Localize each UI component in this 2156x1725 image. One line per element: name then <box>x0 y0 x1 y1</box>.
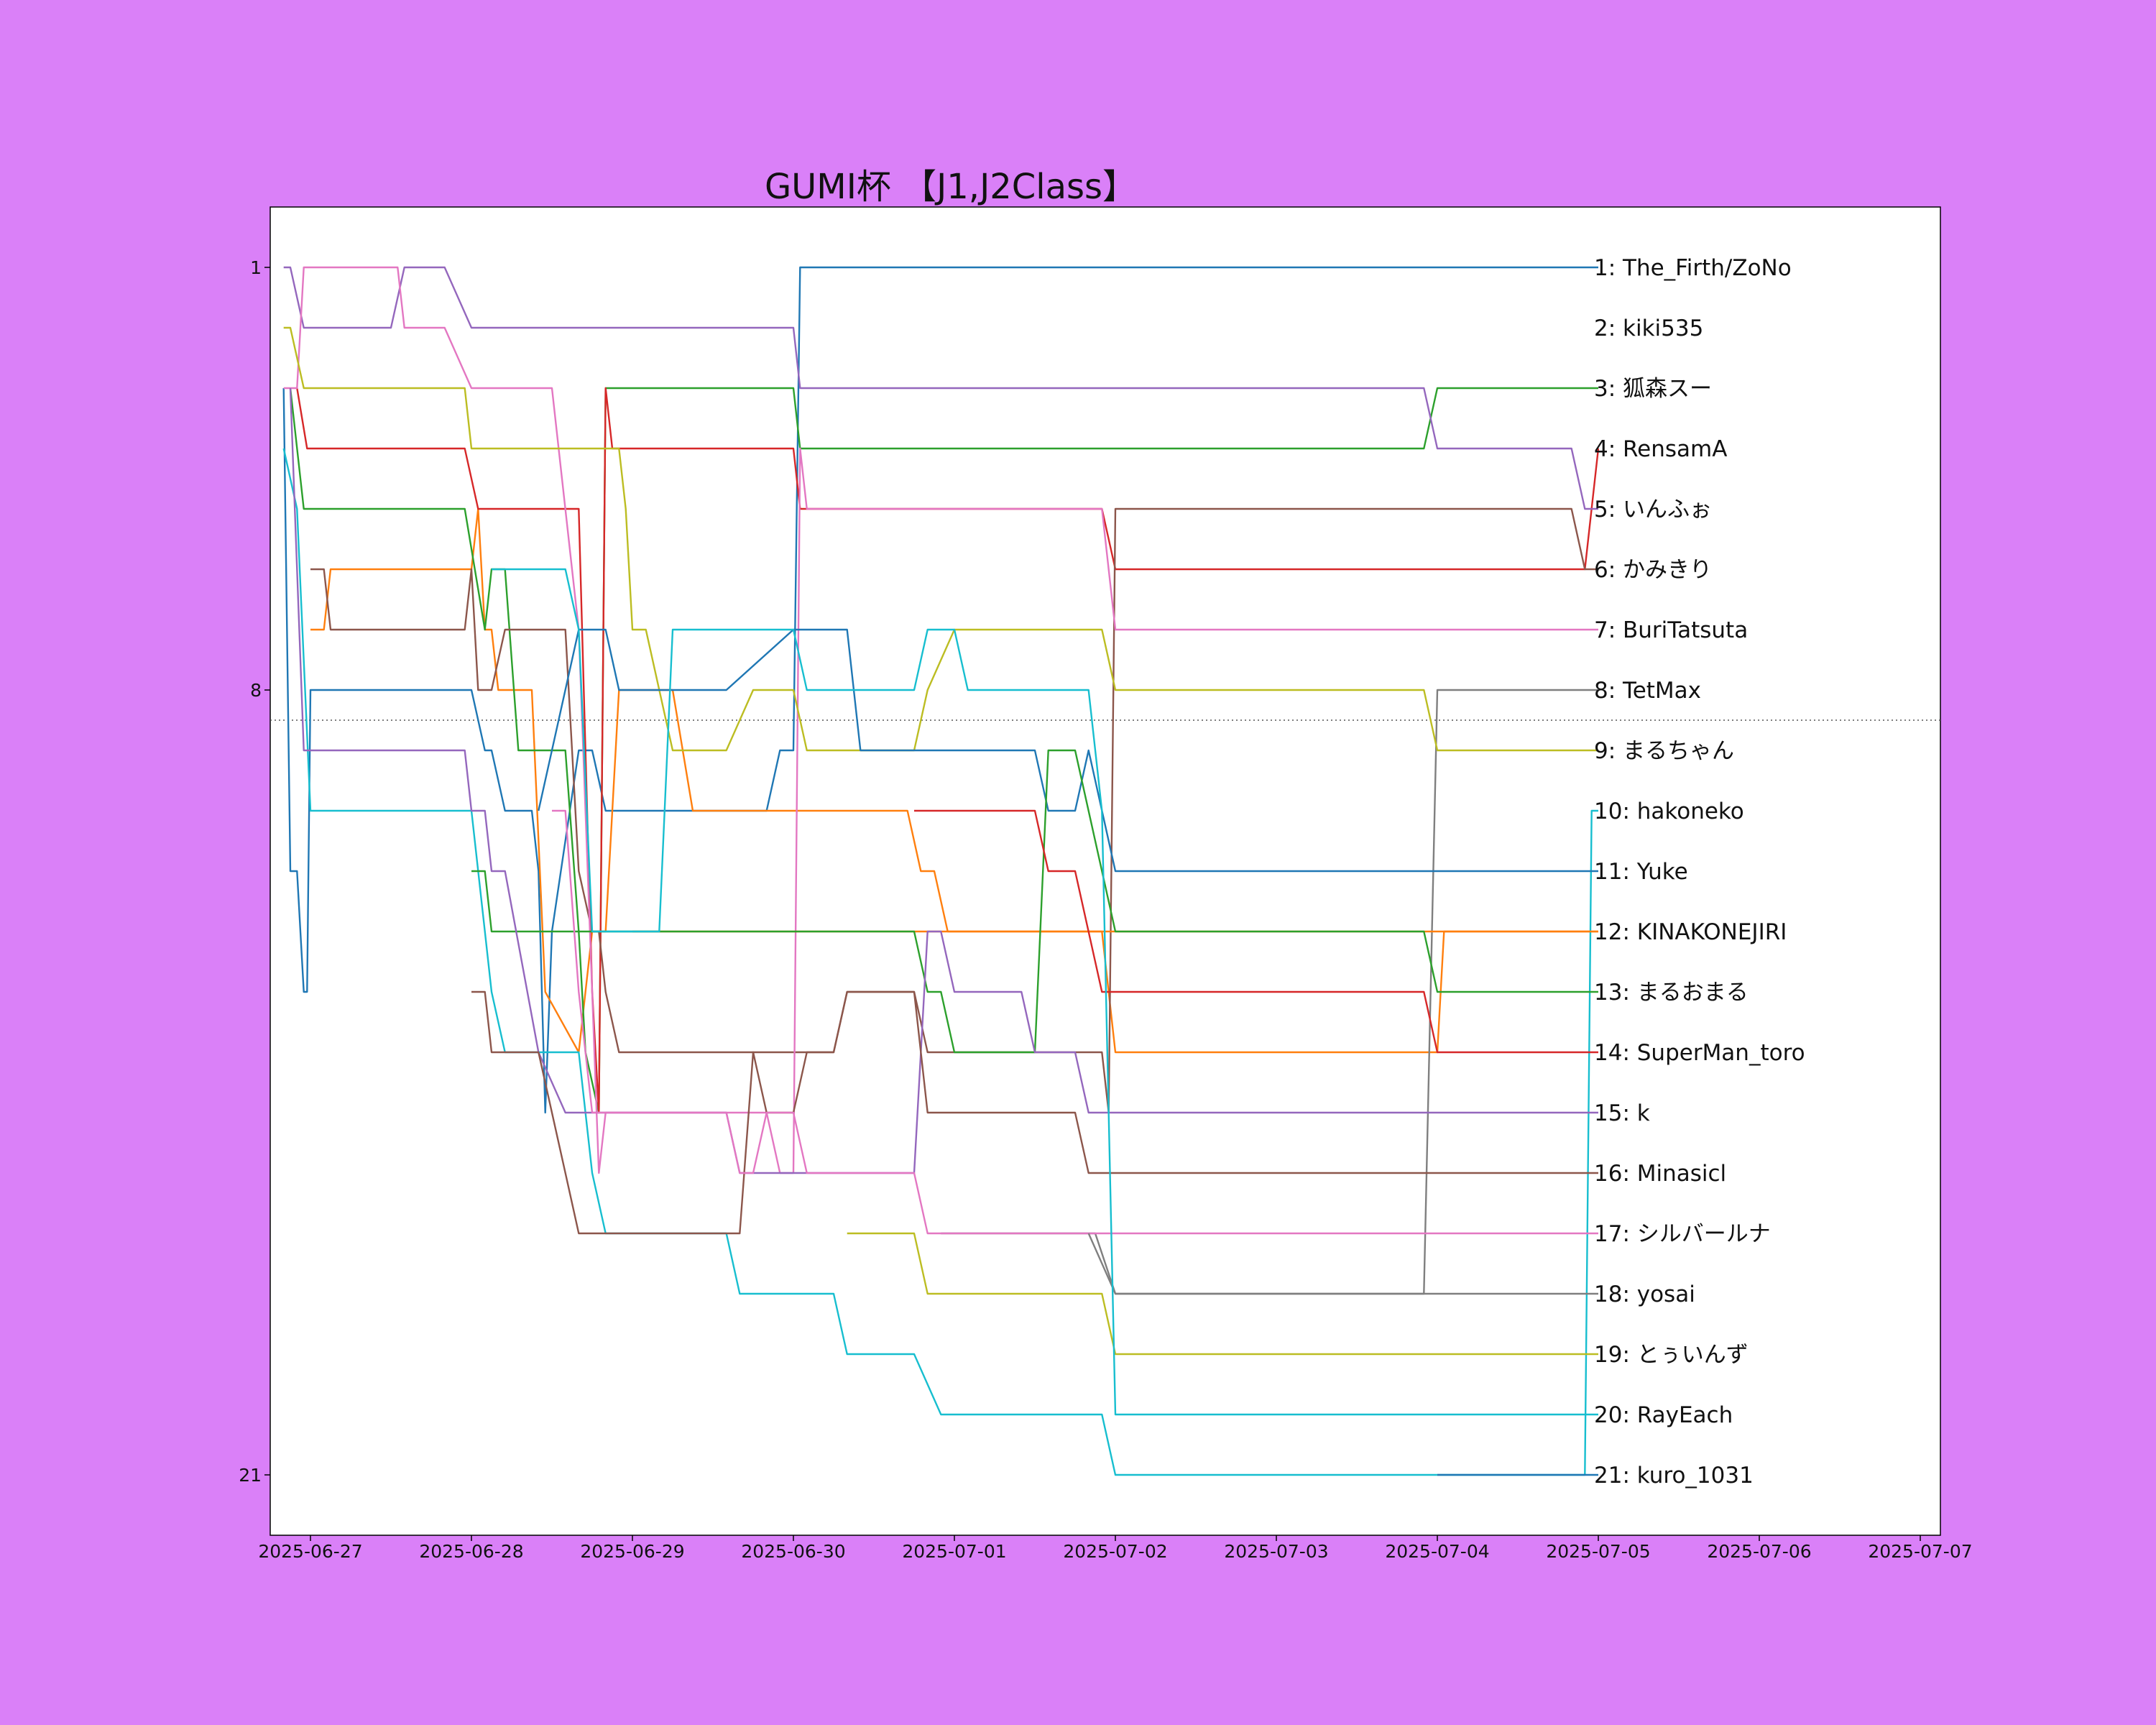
series-end-label-5: 5: いんふぉ <box>1594 497 1712 523</box>
series-end-label-19: 19: とぅいんず <box>1594 1342 1749 1368</box>
series-line-6 <box>310 507 1598 1114</box>
series-line-14 <box>914 809 1598 1054</box>
y-tick-label: 8 <box>250 680 262 701</box>
series-end-label-14: 14: SuperMan_toro <box>1594 1040 1805 1066</box>
series-end-label-10: 10: hakoneko <box>1594 799 1744 824</box>
series-end-label-9: 9: まるちゃん <box>1594 738 1734 764</box>
series-line-19 <box>847 1232 1598 1356</box>
x-tick-label: 2025-07-07 <box>1868 1541 1972 1562</box>
series-end-label-11: 11: Yuke <box>1594 859 1688 885</box>
x-tick-label: 2025-07-02 <box>1063 1541 1167 1562</box>
chart-title: GUMI杯 【J1,J2Class】 <box>765 167 1137 207</box>
series-end-label-4: 4: RensamA <box>1594 436 1727 462</box>
series-end-label-7: 7: BuriTatsuta <box>1594 617 1748 643</box>
x-tick-label: 2025-06-30 <box>741 1541 845 1562</box>
series-end-label-21: 21: kuro_1031 <box>1594 1463 1754 1489</box>
series-line-7 <box>283 266 1598 1174</box>
series-line-1 <box>282 266 1598 1114</box>
series-line-5 <box>283 266 1598 510</box>
series-end-label-1: 1: The_Firth/ZoNo <box>1594 255 1792 281</box>
series-end-label-2: 2: kiki535 <box>1594 316 1703 341</box>
series-end-label-3: 3: 狐森スー <box>1594 376 1712 402</box>
series-line-18 <box>1087 1233 1598 1295</box>
series-end-label-18: 18: yosai <box>1594 1282 1695 1307</box>
series-end-label-20: 20: RayEach <box>1594 1402 1733 1428</box>
x-tick-label: 2025-07-05 <box>1546 1541 1650 1562</box>
y-tick-label: 1 <box>250 257 262 278</box>
series-end-label-8: 8: TetMax <box>1594 678 1701 704</box>
series-end-label-15: 15: k <box>1594 1100 1650 1126</box>
series-end-label-17: 17: シルバールナ <box>1594 1221 1771 1247</box>
series-end-label-6: 6: かみきり <box>1594 557 1712 583</box>
x-tick-label: 2025-07-03 <box>1224 1541 1328 1562</box>
end-labels: 1: The_Firth/ZoNo 2: kiki535 3: 狐森スー 4: Ren… <box>1594 255 1805 1489</box>
series-end-label-16: 16: Minasicl <box>1594 1161 1726 1187</box>
x-tick-label: 2025-06-27 <box>258 1541 362 1562</box>
x-axis: 2025-06-27 2025-06-28 2025-06-29 2025-06-30… <box>258 1535 1973 1562</box>
series-lines <box>282 266 1600 1476</box>
series-end-label-12: 12: KINAKONEJIRI <box>1594 919 1787 945</box>
series-line-9 <box>283 326 1598 752</box>
series-line-4 <box>296 387 1600 1114</box>
series-line-10 <box>282 448 1598 1476</box>
series-line-13 <box>471 749 1598 1054</box>
x-tick-label: 2025-07-04 <box>1385 1541 1489 1562</box>
series-line-20 <box>492 568 1598 1416</box>
y-tick-label: 21 <box>239 1465 262 1486</box>
x-tick-label: 2025-07-06 <box>1707 1541 1811 1562</box>
plot-area <box>270 206 1941 1536</box>
x-tick-label: 2025-06-29 <box>580 1541 684 1562</box>
x-tick-label: 2025-07-01 <box>902 1541 1006 1562</box>
series-line-17 <box>552 809 1598 1235</box>
series-end-label-13: 13: まるおまる <box>1594 980 1749 1006</box>
x-tick-label: 2025-06-28 <box>419 1541 523 1562</box>
